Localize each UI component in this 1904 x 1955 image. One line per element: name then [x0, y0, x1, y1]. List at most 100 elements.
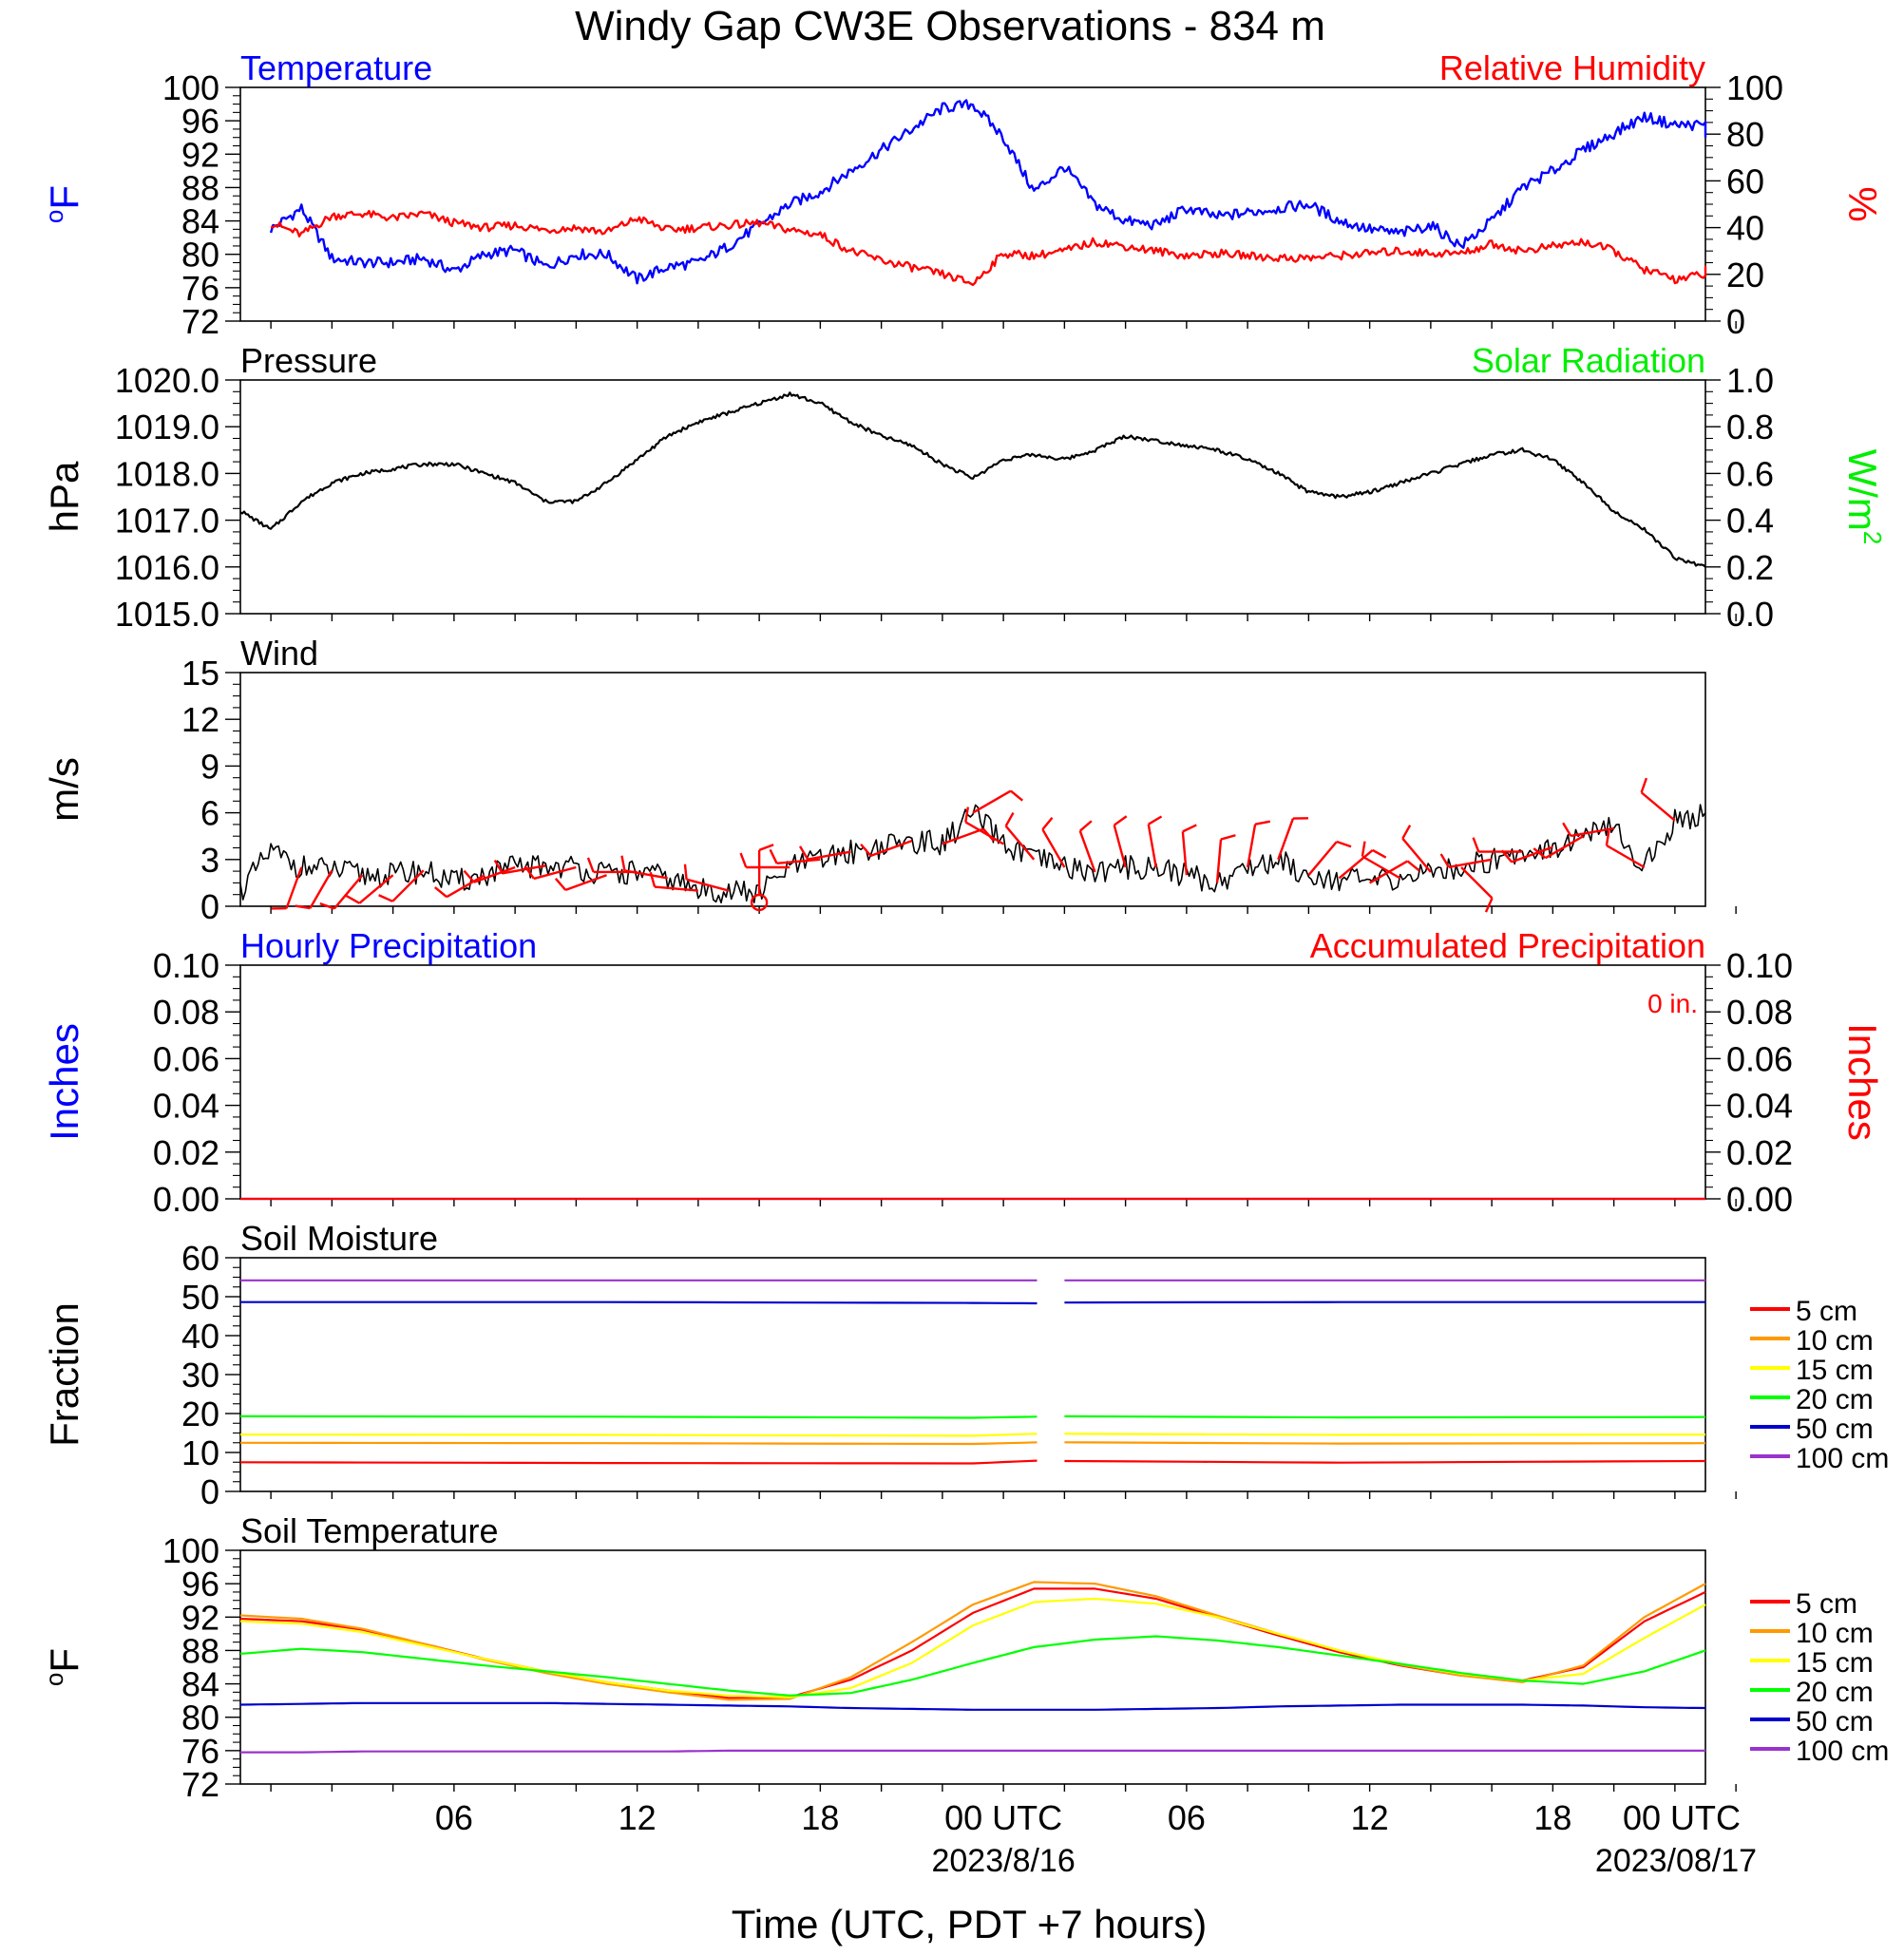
wind-barb-flag-20: [1010, 789, 1023, 802]
y-tick-label-right-0-3: 60: [1726, 161, 1764, 200]
wind-barb-27: [1181, 831, 1189, 876]
y-tick-label-left-1-1: 1016.0: [115, 548, 219, 587]
y-tick-label-left-4-0: 0: [200, 1472, 219, 1511]
y-tick-label-right-0-1: 20: [1726, 256, 1764, 294]
wind-barb-flag-43: [1640, 777, 1648, 793]
y-axis-label-left-wind-text: m/s: [42, 757, 86, 822]
y-tick-label-left-5-4: 88: [181, 1631, 219, 1670]
wind-barb-flag-8: [524, 865, 535, 880]
wind-barb-25: [1113, 825, 1127, 868]
series-soil-temperature-20-cm: [239, 1635, 1706, 1697]
wind-barb-flag-42: [1605, 830, 1610, 846]
y-axis-label-left-pressure: hPa: [42, 461, 86, 532]
y-tick-label-left-2-1: 3: [200, 841, 219, 880]
series-soil-moisture-5-cm-a: [239, 1459, 1038, 1465]
x-date-label-0: 2023/8/16: [931, 1843, 1075, 1879]
y-tick-label-right-0-4: 80: [1726, 115, 1764, 154]
y-axis-label-left-temperature-humidity: oF: [40, 185, 86, 223]
wind-barb-5: [446, 874, 486, 899]
y-axis-label-left-precipitation-text: Inches: [42, 1023, 86, 1141]
x-tick-label-2: 18: [801, 1798, 839, 1837]
y-tick-label-left-3-5: 0.10: [153, 946, 219, 985]
wind-barb-flag-16: [769, 848, 778, 864]
plot-frame-1: [239, 379, 1706, 615]
wind-barb-flag-21: [964, 807, 970, 823]
legend-label-4-15-cm: 15 cm: [1796, 1355, 1874, 1386]
wind-barb-40: [1545, 835, 1585, 860]
series-soil-moisture-15-cm-b: [1064, 1433, 1706, 1436]
y-tick-label-left-1-4: 1019.0: [115, 408, 219, 446]
x-date-label-1: 2023/08/17: [1595, 1843, 1757, 1879]
wind-barb-flag-38: [1472, 837, 1480, 853]
y-tick-label-left-3-1: 0.02: [153, 1133, 219, 1172]
y-tick-label-left-2-5: 15: [181, 654, 219, 693]
y-tick-label-left-0-4: 88: [181, 168, 219, 207]
panel-title-left-soil-moisture: Soil Moisture: [240, 1219, 438, 1258]
panel-title-left-pressure: Pressure: [240, 341, 377, 380]
plot-frame-3: [239, 964, 1706, 1200]
series-soil-temperature-50-cm: [239, 1701, 1706, 1711]
legend-label-4-50-cm: 50 cm: [1796, 1414, 1874, 1445]
wind-barb-20: [972, 789, 1012, 814]
y-tick-label-right-3-4: 0.08: [1726, 993, 1793, 1032]
y-tick-label-right-1-0: 0.0: [1726, 595, 1774, 634]
y-tick-label-left-0-2: 80: [181, 236, 219, 275]
legend-label-5-15-cm: 15 cm: [1796, 1647, 1874, 1679]
y-tick-label-left-3-3: 0.06: [153, 1039, 219, 1078]
wind-barb-4: [391, 869, 425, 902]
x-tick-label-7: 00 UTC: [1623, 1798, 1741, 1837]
y-tick-label-right-0-2: 40: [1726, 209, 1764, 248]
y-tick-label-left-5-5: 92: [181, 1598, 219, 1637]
panel-title-left-soil-temperature: Soil Temperature: [240, 1511, 498, 1550]
wind-barb-flag-37: [1439, 853, 1450, 868]
panel-title-right-pressure: Solar Radiation: [1472, 341, 1705, 380]
wind-barb-19: [942, 827, 984, 845]
series-soil-temperature-100-cm: [240, 1749, 1705, 1754]
y-tick-label-left-1-3: 1018.0: [115, 454, 219, 493]
wind-barb-43: [1640, 791, 1676, 822]
legend-label-4-100-cm: 100 cm: [1796, 1443, 1889, 1474]
wind-barb-30: [1277, 818, 1295, 861]
series-soil-moisture-20-cm-b: [1064, 1414, 1706, 1419]
wind-barb-flag-5: [434, 886, 447, 899]
wind-barb-flag-3: [345, 894, 360, 904]
y-tick-label-right-3-2: 0.04: [1726, 1087, 1793, 1126]
y-tick-label-left-1-0: 1015.0: [115, 595, 219, 634]
wind-barb-flag-27: [1182, 824, 1197, 833]
wind-barb-36: [1460, 866, 1494, 900]
wind-barb-22: [1004, 825, 1036, 861]
y-tick-label-left-5-3: 84: [181, 1665, 219, 1704]
y-tick-label-left-0-5: 92: [181, 135, 219, 174]
y-tick-label-left-4-4: 40: [181, 1317, 219, 1356]
wind-barb-flag-10: [586, 857, 595, 873]
y-axis-label-left-soil-moisture-text: Fraction: [42, 1302, 86, 1447]
y-tick-label-right-1-4: 0.8: [1726, 408, 1774, 446]
figure-title: Windy Gap CW3E Observations - 834 m: [575, 3, 1325, 49]
y-tick-label-left-2-4: 12: [181, 700, 219, 739]
y-axis-label-left-wind: m/s: [42, 757, 86, 822]
y-axis-label-left-temperature-humidity-text: oF: [40, 185, 86, 223]
wind-barb-flag-26: [1148, 815, 1163, 826]
y-tick-label-left-5-7: 100: [162, 1531, 219, 1570]
wind-barb-17: [807, 850, 851, 861]
legend-label-4-5-cm: 5 cm: [1796, 1296, 1857, 1327]
wind-barb-8: [533, 865, 577, 881]
y-axis-label-left-soil-moisture: Fraction: [42, 1302, 86, 1447]
series-temperature-humidity-temperature: [269, 99, 1707, 285]
series-temperature-humidity-relative-humidity: [270, 209, 1707, 287]
panel-title-left-precipitation: Hourly Precipitation: [240, 926, 537, 965]
legend-label-4-20-cm: 20 cm: [1796, 1384, 1874, 1415]
wind-barb-18: [870, 839, 913, 857]
y-axis-label-left-soil-temperature: oF: [40, 1648, 86, 1686]
wind-barb-flag-15: [739, 852, 748, 868]
y-tick-label-left-2-0: 0: [200, 887, 219, 926]
wind-barb-12: [654, 885, 698, 892]
y-tick-label-left-4-1: 10: [181, 1433, 219, 1472]
y-tick-label-left-2-3: 9: [200, 747, 219, 786]
wind-barb-flag-25: [1114, 815, 1128, 826]
wind-barb-flag-6: [463, 869, 475, 883]
wind-barb-1: [309, 869, 333, 909]
wind-barb-2: [333, 874, 364, 910]
plot-frame-4: [239, 1257, 1706, 1492]
wind-barb-32: [1338, 848, 1374, 880]
